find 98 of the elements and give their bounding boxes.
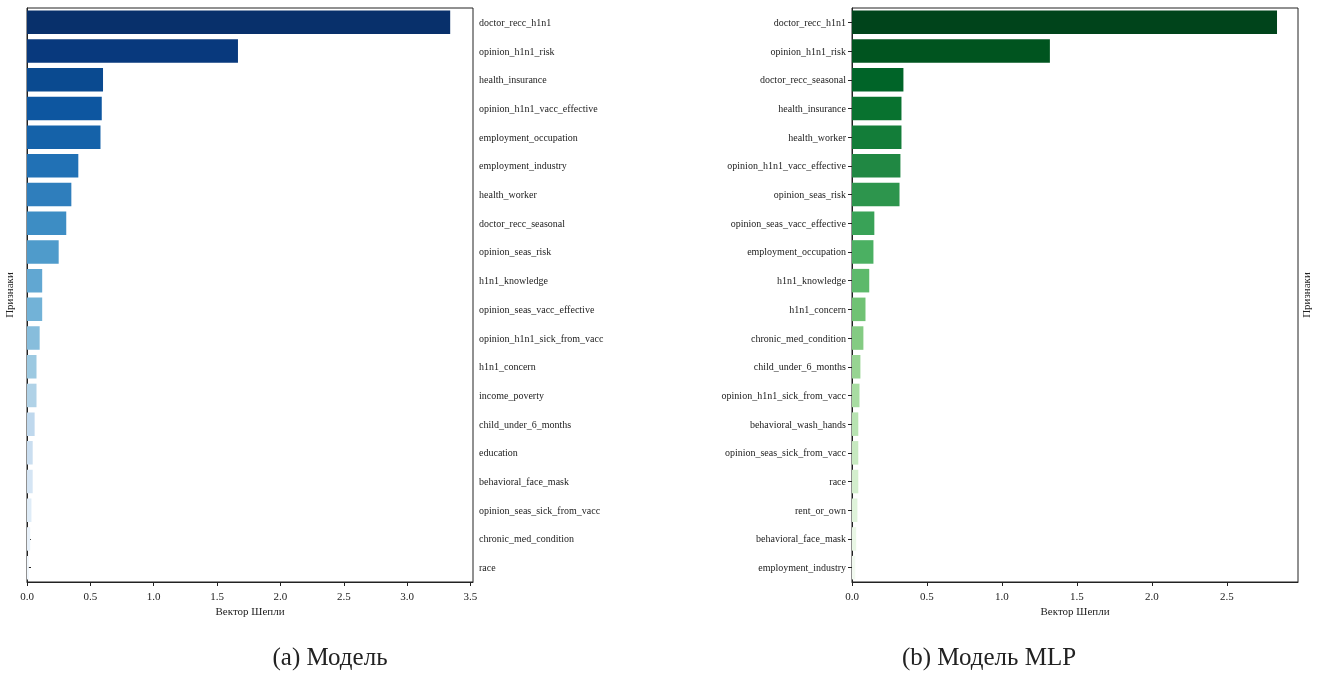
bar [852, 412, 859, 436]
x-tick-label: 1.5 [210, 589, 225, 602]
y-tick-label: opinion_h1n1_sick_from_vacc [479, 332, 604, 344]
y-tick-label: employment_occupation [747, 246, 846, 258]
x-tick-label: 2.5 [1219, 589, 1235, 602]
bar [27, 240, 59, 264]
x-tick-label: 0.0 [845, 589, 860, 602]
bar [27, 96, 102, 121]
y-tick-label: employment_occupation [479, 131, 578, 143]
y-tick-label: chronic_med_condition [479, 533, 574, 545]
y-tick-label: behavioral_face_mask [756, 533, 846, 545]
bar [27, 182, 72, 207]
bar [852, 240, 874, 264]
x-tick-label: 0.5 [920, 589, 935, 602]
bar [27, 412, 35, 436]
bar [27, 498, 32, 523]
y-axis-title: Признаки [1300, 272, 1312, 318]
bar [852, 39, 1050, 63]
bar [852, 297, 866, 322]
y-tick-label: health_worker [479, 189, 538, 201]
y-tick-label: employment_industry [758, 562, 846, 574]
bar [852, 125, 902, 149]
y-tick-label: education [479, 447, 518, 459]
y-tick-label: opinion_h1n1_sick_from_vacc [721, 389, 847, 401]
bar [27, 297, 43, 322]
bar [852, 354, 861, 379]
y-tick-label: opinion_h1n1_risk [479, 45, 555, 57]
y-tick-label: doctor_recc_seasonal [479, 217, 566, 229]
bar [852, 383, 860, 408]
y-tick-label: race [479, 562, 497, 574]
bar [852, 441, 859, 465]
y-tick-label: doctor_recc_seasonal [759, 74, 847, 86]
x-tick-label: 2.0 [1144, 589, 1160, 602]
bar [27, 39, 238, 63]
x-tick-label: 1.0 [146, 589, 162, 602]
y-tick-label: health_worker [788, 131, 847, 143]
y-tick-label: opinion_h1n1_vacc_effective [479, 102, 599, 114]
x-tick-label: 0.0 [20, 589, 35, 602]
bar [27, 326, 40, 350]
y-tick-label: opinion_seas_sick_from_vacc [479, 504, 601, 516]
bar [27, 469, 33, 494]
bar [852, 182, 900, 207]
y-tick-label: h1n1_concern [479, 361, 536, 373]
x-tick-label: 1.5 [1070, 589, 1085, 602]
text: (b) Модель MLP [901, 643, 1077, 671]
y-tick-label: income_poverty [479, 389, 544, 401]
y-tick-label: health_insurance [479, 74, 548, 86]
bar [27, 383, 37, 408]
y-axis-title: Признаки [3, 272, 15, 318]
y-tick-label: opinion_seas_risk [479, 246, 552, 258]
x-tick-label: 3.0 [400, 589, 415, 602]
bar [852, 10, 1278, 35]
x-tick-label: 0.5 [83, 589, 98, 602]
bar [27, 441, 33, 465]
bar [27, 211, 67, 236]
y-tick-label: h1n1_knowledge [777, 275, 847, 287]
x-tick-label: 3.5 [463, 589, 478, 602]
y-tick-label: child_under_6_months [479, 418, 572, 430]
bar [852, 326, 864, 350]
y-tick-label: opinion_seas_vacc_effective [479, 303, 595, 315]
y-tick-label: child_under_6_months [753, 361, 847, 373]
x-tick-label: 2.5 [336, 589, 352, 602]
bar [27, 67, 104, 92]
bar [27, 527, 31, 551]
bar [852, 96, 902, 121]
y-tick-label: chronic_med_condition [751, 332, 846, 344]
bar [27, 354, 37, 379]
bar [852, 527, 857, 551]
y-tick-label: behavioral_face_mask [479, 476, 569, 488]
bar [852, 154, 901, 178]
y-tick-label: h1n1_concern [789, 303, 846, 315]
bar [852, 498, 858, 523]
bar [27, 10, 451, 35]
x-axis-title: Вектор Шепли [215, 605, 285, 618]
bar [852, 67, 904, 92]
bar [852, 469, 859, 494]
y-tick-label: opinion_seas_risk [773, 189, 846, 201]
bar [27, 154, 79, 178]
bar [27, 125, 101, 149]
y-tick-label: health_insurance [778, 102, 847, 114]
y-tick-label: doctor_recc_h1n1 [773, 16, 846, 28]
y-tick-label: behavioral_wash_hands [749, 418, 847, 430]
y-tick-label: opinion_h1n1_vacc_effective [727, 160, 847, 172]
y-tick-label: rent_or_own [794, 504, 846, 516]
bar [852, 211, 875, 236]
y-tick-label: h1n1_knowledge [479, 275, 549, 287]
x-axis-title: Вектор Шепли [1040, 605, 1110, 618]
y-tick-label: race [829, 476, 847, 488]
y-tick-label: opinion_seas_sick_from_vacc [724, 447, 847, 459]
bar [27, 268, 43, 293]
x-tick-label: 1.0 [995, 589, 1010, 602]
text: (a) Модель [272, 643, 388, 671]
bar [852, 268, 870, 293]
y-tick-label: opinion_h1n1_risk [770, 45, 846, 57]
y-tick-label: opinion_seas_vacc_effective [730, 217, 847, 229]
x-tick-label: 2.0 [273, 589, 288, 602]
y-tick-label: doctor_recc_h1n1 [479, 16, 552, 28]
y-tick-label: employment_industry [479, 160, 567, 172]
